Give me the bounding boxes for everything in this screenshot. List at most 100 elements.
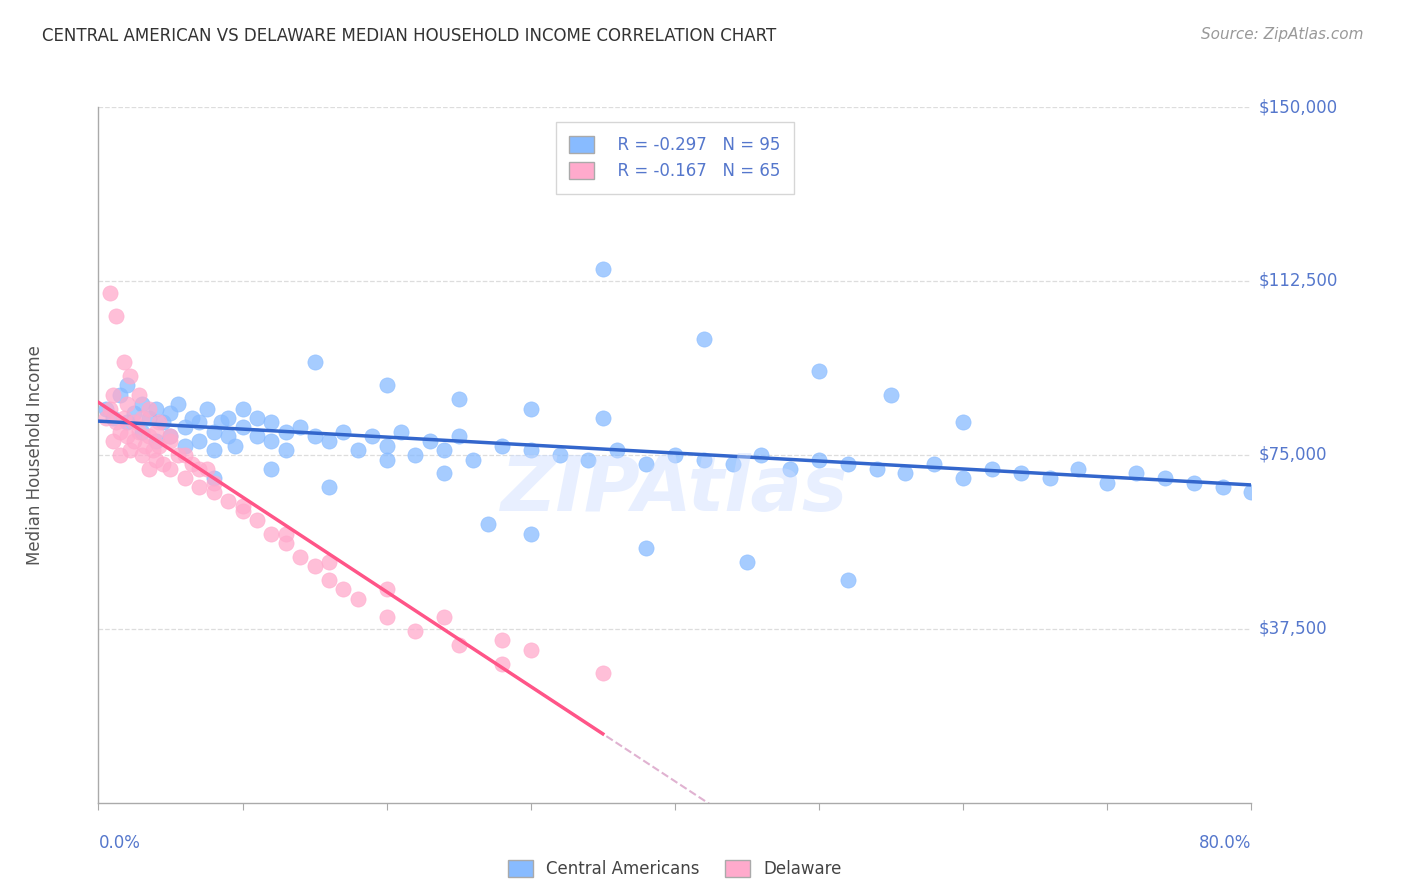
Point bbox=[491, 633, 513, 648]
Point bbox=[304, 429, 326, 443]
Point bbox=[108, 387, 131, 401]
Point bbox=[1182, 475, 1205, 490]
Point bbox=[274, 526, 297, 541]
Point bbox=[361, 429, 384, 443]
Point bbox=[866, 462, 889, 476]
Point bbox=[217, 429, 239, 443]
Point bbox=[138, 410, 160, 425]
Point bbox=[1097, 475, 1119, 490]
Point bbox=[461, 452, 484, 467]
Point bbox=[101, 387, 124, 401]
Point bbox=[419, 434, 441, 448]
Point bbox=[606, 443, 628, 458]
Point bbox=[837, 457, 859, 471]
Point bbox=[202, 471, 225, 485]
Point bbox=[181, 410, 204, 425]
Point bbox=[952, 471, 974, 485]
Point bbox=[491, 657, 513, 671]
Point bbox=[231, 499, 254, 513]
Point bbox=[981, 462, 1004, 476]
Point bbox=[779, 462, 801, 476]
Point bbox=[145, 452, 167, 467]
Text: Source: ZipAtlas.com: Source: ZipAtlas.com bbox=[1201, 27, 1364, 42]
Point bbox=[131, 425, 153, 439]
Point bbox=[636, 541, 658, 555]
Point bbox=[104, 309, 127, 323]
Point bbox=[159, 429, 181, 443]
Point bbox=[217, 494, 239, 508]
Point bbox=[807, 452, 830, 467]
Point bbox=[1067, 462, 1090, 476]
Point bbox=[433, 610, 456, 624]
Point bbox=[375, 452, 398, 467]
Point bbox=[174, 420, 197, 434]
Point bbox=[159, 406, 181, 420]
Text: $112,500: $112,500 bbox=[1258, 272, 1337, 290]
Point bbox=[152, 457, 174, 471]
Point bbox=[290, 420, 312, 434]
Point bbox=[332, 425, 354, 439]
Point bbox=[124, 434, 146, 448]
Point bbox=[134, 439, 156, 453]
Point bbox=[148, 439, 170, 453]
Point bbox=[138, 429, 160, 443]
Point bbox=[693, 332, 716, 346]
Point bbox=[260, 416, 283, 430]
Point bbox=[447, 429, 470, 443]
Point bbox=[274, 536, 297, 550]
Point bbox=[101, 410, 124, 425]
Point bbox=[1153, 471, 1175, 485]
Point bbox=[477, 517, 499, 532]
Point bbox=[120, 443, 142, 458]
Point bbox=[578, 452, 600, 467]
Point bbox=[188, 434, 211, 448]
Point bbox=[117, 429, 138, 443]
Point bbox=[274, 443, 297, 458]
Point bbox=[142, 443, 165, 458]
Point bbox=[108, 425, 131, 439]
Point bbox=[693, 452, 716, 467]
Point bbox=[188, 480, 211, 494]
Point bbox=[1010, 467, 1032, 481]
Point bbox=[592, 262, 614, 277]
Point bbox=[145, 434, 167, 448]
Point bbox=[592, 665, 614, 680]
Point bbox=[117, 397, 138, 411]
Point bbox=[181, 457, 204, 471]
Point bbox=[112, 410, 135, 425]
Point bbox=[274, 425, 297, 439]
Point bbox=[447, 392, 470, 407]
Point bbox=[112, 355, 135, 369]
Point bbox=[101, 434, 124, 448]
Point bbox=[389, 425, 412, 439]
Point bbox=[520, 642, 543, 657]
Point bbox=[520, 401, 543, 416]
Point bbox=[174, 448, 197, 462]
Point bbox=[231, 503, 254, 517]
Point bbox=[592, 410, 614, 425]
Point bbox=[375, 378, 398, 392]
Point bbox=[231, 401, 254, 416]
Point bbox=[202, 485, 225, 500]
Point bbox=[174, 439, 197, 453]
Point bbox=[332, 582, 354, 597]
Point bbox=[318, 573, 340, 587]
Point bbox=[202, 425, 225, 439]
Point bbox=[922, 457, 945, 471]
Point bbox=[491, 439, 513, 453]
Legend: Central Americans, Delaware: Central Americans, Delaware bbox=[502, 854, 848, 885]
Point bbox=[159, 429, 181, 443]
Point bbox=[1240, 485, 1263, 500]
Point bbox=[548, 448, 571, 462]
Point bbox=[117, 378, 138, 392]
Point bbox=[433, 443, 456, 458]
Point bbox=[217, 410, 239, 425]
Point bbox=[188, 416, 211, 430]
Point bbox=[131, 448, 153, 462]
Point bbox=[375, 610, 398, 624]
Point bbox=[837, 573, 859, 587]
Point bbox=[346, 443, 368, 458]
Text: $37,500: $37,500 bbox=[1258, 620, 1327, 638]
Point bbox=[128, 425, 150, 439]
Point bbox=[159, 434, 181, 448]
